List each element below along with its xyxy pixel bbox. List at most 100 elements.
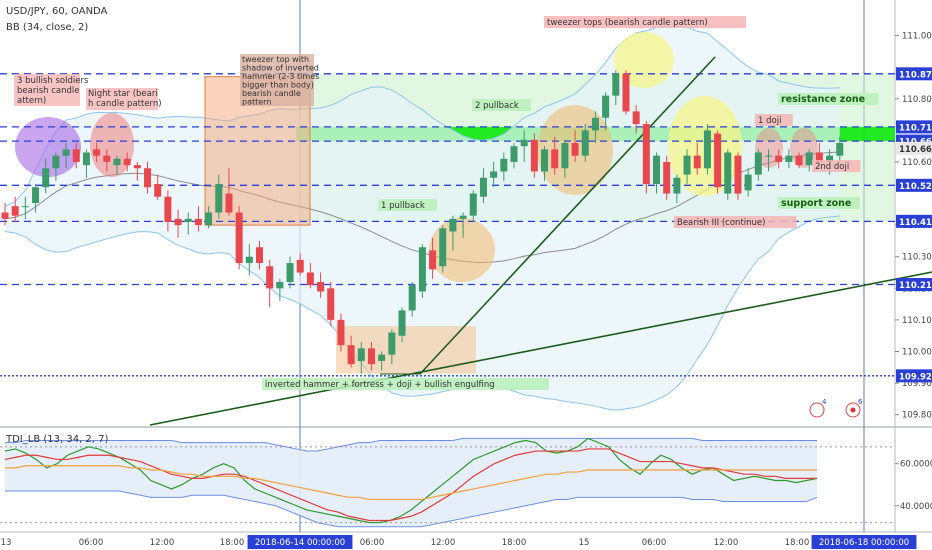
price-level-label-3: 110.662 xyxy=(899,145,932,155)
candle xyxy=(164,190,172,232)
annotation-labels: 3 bullish soldiers bearish candle attern… xyxy=(14,16,879,418)
price-level-badge-7 xyxy=(896,369,932,383)
candle xyxy=(286,256,294,289)
candle-body xyxy=(11,206,19,216)
candle-body xyxy=(327,288,335,320)
tdi-label: TDI_LB (13, 34, 2, 7) xyxy=(6,434,109,445)
candle xyxy=(449,215,457,251)
candle xyxy=(653,152,661,194)
price-level-badge-6 xyxy=(896,278,932,292)
trend-line-upper xyxy=(419,56,716,375)
ann-tweezer-tops-bg xyxy=(544,16,747,28)
candle xyxy=(174,209,182,238)
tdi-series-0 xyxy=(4,437,818,524)
ann-tweezer-top-line1: shadow of inverted xyxy=(242,64,319,73)
y-tick-label: 109.900 xyxy=(902,379,932,389)
candle xyxy=(235,206,243,270)
candle xyxy=(581,124,589,162)
candle-body xyxy=(642,124,650,185)
ann-nightstar: Night star (beari xyxy=(88,89,158,99)
trend-lines xyxy=(149,56,932,426)
candle xyxy=(663,155,671,200)
candle xyxy=(765,149,772,172)
ann-doji-1-bg xyxy=(755,114,793,126)
candle-body xyxy=(357,348,365,361)
candle-body xyxy=(205,212,213,226)
candle-body xyxy=(32,187,40,204)
price-level-badge-5 xyxy=(896,214,932,228)
candle xyxy=(347,335,355,368)
candle xyxy=(642,120,650,194)
y-tick-label: 111.000 xyxy=(902,32,932,42)
candle-body xyxy=(347,345,355,365)
tdi-y-tick-label: 60.0000 xyxy=(900,460,932,470)
candle-body xyxy=(490,171,498,178)
symbol-title: USD/JPY, 60, OANDA xyxy=(6,6,108,17)
candle xyxy=(184,212,192,235)
ann-pullback-2: 2 pullback xyxy=(475,101,519,111)
candle xyxy=(52,152,60,181)
x-tick-label: 12:00 xyxy=(431,538,456,548)
ann-doji-1: 1 doji xyxy=(758,116,781,126)
candle xyxy=(703,124,711,175)
x-tick-label: 15 xyxy=(579,538,590,548)
candle xyxy=(1,203,9,226)
candle-body xyxy=(815,152,823,162)
candle-body xyxy=(541,149,549,172)
tdi-series-1 xyxy=(4,448,817,522)
candle xyxy=(418,244,426,298)
candle xyxy=(571,130,579,162)
candle-body xyxy=(256,247,263,264)
candle-body xyxy=(215,184,223,213)
candle-body xyxy=(154,184,162,197)
ann-support-zone: support zone xyxy=(781,198,851,209)
candle xyxy=(11,196,19,222)
candle-body xyxy=(62,149,70,156)
candle xyxy=(754,149,762,181)
candle xyxy=(490,161,498,188)
candle xyxy=(21,196,29,219)
tdi-band-upper xyxy=(5,437,817,452)
candle xyxy=(429,237,437,279)
night-star-circle xyxy=(90,113,134,177)
candle xyxy=(225,168,233,216)
y-tick-label: 110.000 xyxy=(902,348,932,358)
candle xyxy=(673,174,681,204)
candle-body xyxy=(337,319,345,346)
candle-body xyxy=(632,111,640,125)
ann-pullback-1: 1 pullback xyxy=(381,201,425,211)
ann-inverted-hammer-bg xyxy=(262,378,549,390)
candle-body xyxy=(144,168,152,188)
candle xyxy=(42,158,50,194)
x-tick-highlight-12 xyxy=(811,535,917,549)
candle xyxy=(530,133,538,178)
candle xyxy=(103,149,111,172)
candle-body xyxy=(276,282,284,289)
candle-body xyxy=(510,146,518,162)
ann-tweezer-top-bg xyxy=(240,54,314,106)
candle xyxy=(459,212,467,238)
event-flag-dot xyxy=(850,407,856,413)
ann-inverted-hammer: inverted hammer + fortress + doji + bull… xyxy=(265,380,495,390)
x-tick-label: 12:00 xyxy=(150,538,175,548)
x-tick-label: 13 xyxy=(1,538,12,548)
x-tick-label: 06:00 xyxy=(79,538,104,548)
candle-body xyxy=(367,348,375,365)
candle xyxy=(32,184,40,213)
candle-body xyxy=(21,206,29,208)
candle-body xyxy=(581,130,589,156)
candle xyxy=(245,244,253,276)
candle xyxy=(836,136,844,162)
candle-body xyxy=(408,285,416,311)
candle xyxy=(805,149,813,172)
x-tick-label: 2018-06-14 00:00:00 xyxy=(255,538,345,548)
candle-body xyxy=(775,155,783,162)
price-level-label-0: 110.879 xyxy=(899,70,932,80)
candle xyxy=(622,70,630,115)
candle xyxy=(541,146,549,181)
tdi-indicator xyxy=(0,437,895,528)
candle-body xyxy=(306,272,314,286)
ann-nightstar-line2: h candle pattern) xyxy=(88,99,162,109)
bb-upper xyxy=(4,25,840,207)
candle-body xyxy=(479,177,487,197)
